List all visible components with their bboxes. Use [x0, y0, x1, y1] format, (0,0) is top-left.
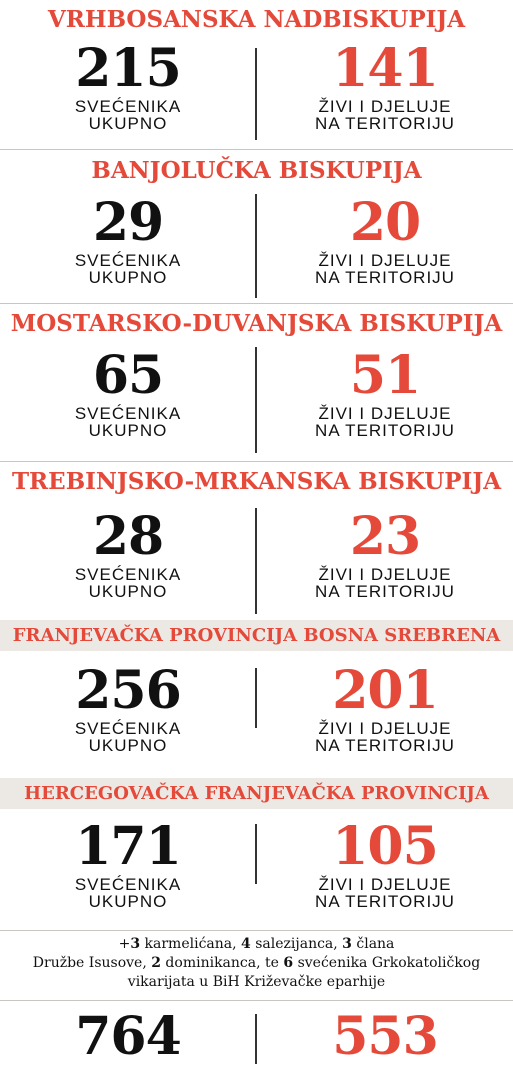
section-title: VRHBOSANSKA NADBISKUPIJA	[47, 6, 466, 33]
section-title: TREBINJSKO-MRKANSKA BISKUPIJA	[11, 468, 502, 495]
section-stats: 65 SVEĆENIKA UKUPNO 51 ŽIVI I DJELUJE NA…	[0, 347, 513, 453]
total-count: 171	[75, 816, 182, 877]
section-title: BANJOLUČKA BISKUPIJA	[91, 157, 422, 184]
total-count: 256	[75, 660, 182, 721]
total-label-line2: UKUPNO	[88, 582, 168, 601]
total-column: 29 SVEĆENIKA UKUPNO	[0, 192, 256, 287]
total-label-line1: SVEĆENIKA	[74, 404, 182, 423]
active-column: 141 ŽIVI I DJELUJE NA TERITORIJU	[257, 38, 513, 133]
active-label-line2: NA TERITORIJU	[315, 421, 455, 440]
active-label-line2: NA TERITORIJU	[315, 268, 455, 287]
total-label-line1: SVEĆENIKA	[74, 565, 182, 584]
section-stats: 171 SVEĆENIKA UKUPNO 105 ŽIVI I DJELUJE …	[0, 818, 513, 926]
active-label-line2: NA TERITORIJU	[315, 114, 455, 133]
total-label-line2: UKUPNO	[88, 892, 168, 911]
active-label-line1: ŽIVI I DJELUJE	[318, 875, 452, 894]
active-column: 105 ŽIVI I DJELUJE NA TERITORIJU	[257, 816, 513, 911]
footnote-text: svećenika Grkokatoličkog	[293, 955, 481, 971]
total-column: 28 SVEĆENIKA UKUPNO	[0, 506, 256, 601]
divider	[255, 194, 257, 298]
active-column: 201 ŽIVI I DJELUJE NA TERITORIJU	[257, 660, 513, 755]
section-stats: 256 SVEĆENIKA UKUPNO 201 ŽIVI I DJELUJE …	[0, 662, 513, 766]
divider	[255, 824, 257, 884]
total-label-line1: SVEĆENIKA	[74, 875, 182, 894]
footnote-text: karmelićana,	[140, 936, 242, 952]
divider	[255, 1014, 257, 1064]
divider	[255, 508, 257, 614]
total-count: 215	[75, 38, 182, 99]
total-column: 65 SVEĆENIKA UKUPNO	[0, 345, 256, 440]
separator	[0, 1000, 513, 1001]
footnote-line1: +3 karmelićana, 4 salezijanca, 3 člana	[118, 936, 395, 952]
separator	[0, 461, 513, 462]
section-title: FRANJEVAČKA PROVINCIJA BOSNA SREBRENA	[0, 620, 513, 651]
separator	[0, 930, 513, 931]
footnote-number: 4	[241, 936, 251, 952]
active-count: 201	[332, 660, 439, 721]
section-stats: 28 SVEĆENIKA UKUPNO 23 ŽIVI I DJELUJE NA…	[0, 508, 513, 614]
total-column: 215 SVEĆENIKA UKUPNO	[0, 38, 256, 133]
active-count: 141	[332, 38, 439, 99]
total-label-line2: UKUPNO	[88, 421, 168, 440]
footnote: +3 karmelićana, 4 salezijanca, 3 člana D…	[0, 935, 513, 992]
footnote-text: salezijanca,	[250, 936, 343, 952]
total-count: 28	[92, 506, 164, 567]
section-title: HERCEGOVAČKA FRANJEVAČKA PROVINCIJA	[0, 778, 513, 809]
grand-active-column: 553	[257, 1008, 513, 1066]
section-stats: 215 SVEĆENIKA UKUPNO 141 ŽIVI I DJELUJE …	[0, 40, 513, 140]
grand-total-column: 764	[0, 1008, 256, 1066]
active-count: 105	[332, 816, 439, 877]
active-label-line2: NA TERITORIJU	[315, 736, 455, 755]
active-column: 23 ŽIVI I DJELUJE NA TERITORIJU	[257, 506, 513, 601]
active-label-line2: NA TERITORIJU	[315, 892, 455, 911]
grand-active-count: 553	[332, 1006, 439, 1067]
divider	[255, 48, 257, 140]
footnote-text: dominikanca, te	[160, 955, 284, 971]
active-label-line1: ŽIVI I DJELUJE	[318, 565, 452, 584]
divider	[255, 347, 257, 453]
total-count: 65	[92, 345, 164, 406]
section-title: MOSTARSKO-DUVANJSKA BISKUPIJA	[10, 310, 503, 337]
footnote-number: 6	[283, 955, 294, 971]
divider	[255, 668, 257, 728]
active-count: 20	[349, 192, 421, 253]
active-count: 23	[349, 506, 421, 567]
footnote-number: 3	[342, 936, 352, 952]
total-label-line2: UKUPNO	[88, 268, 168, 287]
separator	[0, 149, 513, 150]
footnote-text: člana	[351, 936, 395, 952]
footnote-text: Družbe Isusove,	[32, 955, 152, 971]
total-count: 29	[92, 192, 164, 253]
active-column: 51 ŽIVI I DJELUJE NA TERITORIJU	[257, 345, 513, 440]
active-column: 20 ŽIVI I DJELUJE NA TERITORIJU	[257, 192, 513, 287]
section-stats: 29 SVEĆENIKA UKUPNO 20 ŽIVI I DJELUJE NA…	[0, 194, 513, 298]
total-label-line2: UKUPNO	[88, 114, 168, 133]
grand-total-count: 764	[75, 1006, 182, 1067]
active-label-line1: ŽIVI I DJELUJE	[318, 719, 452, 738]
separator	[0, 303, 513, 304]
footnote-line2: Družbe Isusove, 2 dominikanca, te 6 sveć…	[0, 954, 513, 973]
grand-totals: 764 553	[0, 1008, 513, 1074]
total-label-line1: SVEĆENIKA	[74, 251, 182, 270]
footnote-line3: vikarijata u BiH Križevačke eparhije	[127, 974, 386, 990]
active-label-line1: ŽIVI I DJELUJE	[318, 404, 452, 423]
total-column: 171 SVEĆENIKA UKUPNO	[0, 816, 256, 911]
active-label-line1: ŽIVI I DJELUJE	[318, 97, 452, 116]
active-label-line2: NA TERITORIJU	[315, 582, 455, 601]
total-label-line1: SVEĆENIKA	[74, 97, 182, 116]
total-column: 256 SVEĆENIKA UKUPNO	[0, 660, 256, 755]
footnote-number: 2	[151, 955, 161, 971]
total-label-line2: UKUPNO	[88, 736, 168, 755]
total-label-line1: SVEĆENIKA	[74, 719, 182, 738]
active-label-line1: ŽIVI I DJELUJE	[318, 251, 452, 270]
active-count: 51	[349, 345, 421, 406]
footnote-number: 3	[130, 936, 141, 952]
